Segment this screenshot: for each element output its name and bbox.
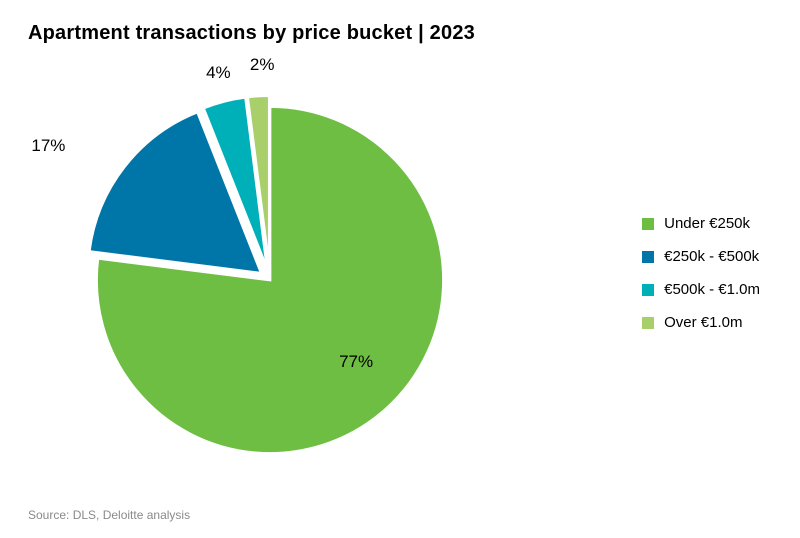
legend-label: €500k - €1.0m xyxy=(664,281,760,298)
legend-label: €250k - €500k xyxy=(664,248,759,265)
legend-swatch xyxy=(642,284,654,296)
pie-chart: 77%17%4%2% xyxy=(60,70,480,490)
source-note: Source: DLS, Deloitte analysis xyxy=(28,508,190,522)
legend-swatch xyxy=(642,251,654,263)
legend-item: €250k - €500k xyxy=(642,248,760,265)
chart-title: Apartment transactions by price bucket |… xyxy=(28,22,475,45)
legend: Under €250k €250k - €500k €500k - €1.0m Ove… xyxy=(642,215,760,331)
legend-swatch xyxy=(642,317,654,329)
legend-label: Over €1.0m xyxy=(664,314,742,331)
legend-item: Under €250k xyxy=(642,215,760,232)
legend-item: Over €1.0m xyxy=(642,314,760,331)
pie-svg xyxy=(60,70,480,490)
legend-swatch xyxy=(642,218,654,230)
chart-container: Apartment transactions by price bucket |… xyxy=(0,0,800,538)
slice-percent-label: 77% xyxy=(339,352,373,372)
slice-percent-label: 2% xyxy=(250,55,275,75)
legend-item: €500k - €1.0m xyxy=(642,281,760,298)
slice-percent-label: 4% xyxy=(206,63,231,83)
legend-label: Under €250k xyxy=(664,215,750,232)
slice-percent-label: 17% xyxy=(31,136,65,156)
